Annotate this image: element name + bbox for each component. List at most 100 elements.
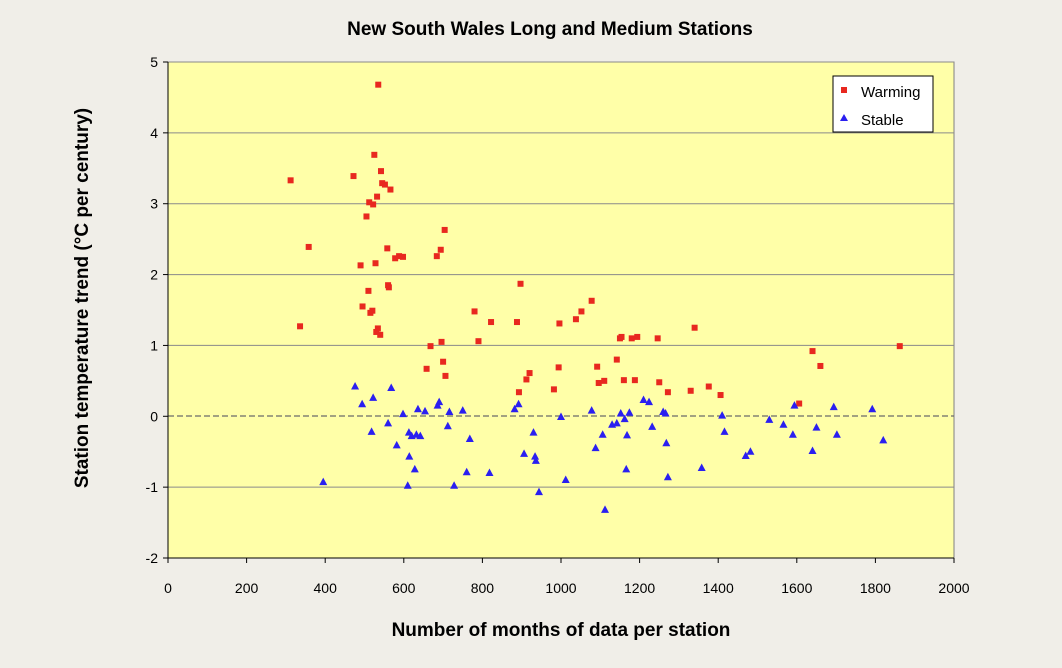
x-tick-label: 400: [314, 580, 338, 596]
warming-point: [440, 358, 447, 365]
stable-point: [369, 393, 378, 401]
stable-point: [520, 449, 529, 457]
stable-point: [358, 399, 367, 408]
y-axis-title: Station temperature trend (°C per centur…: [72, 108, 93, 488]
stable-point: [620, 414, 629, 423]
warming-point: [578, 308, 585, 315]
stable-point: [718, 411, 727, 419]
warming-point: [588, 297, 595, 304]
stable-point: [622, 464, 631, 473]
stable-point: [648, 422, 657, 430]
warming-point: [517, 280, 524, 287]
warming-point: [392, 255, 399, 262]
warming-point: [372, 260, 379, 267]
warming-point: [378, 168, 385, 175]
warming-point: [523, 376, 530, 383]
stable-point: [531, 456, 540, 464]
y-tick-label: -1: [146, 479, 159, 495]
data-points: [287, 81, 903, 513]
stable-point: [625, 408, 634, 416]
stable-point: [403, 481, 412, 489]
stable-point: [399, 409, 408, 418]
stable-point: [392, 440, 401, 449]
x-tick-label: 0: [164, 580, 172, 596]
stable-point: [612, 418, 621, 427]
warming-point: [796, 400, 803, 407]
warming-point: [613, 356, 620, 363]
stable-point: [561, 475, 570, 484]
stable-point: [808, 446, 817, 455]
stable-point: [450, 481, 459, 489]
warming-point: [369, 307, 376, 314]
stable-point: [410, 464, 419, 473]
warming-point: [601, 377, 608, 384]
stable-point: [765, 415, 774, 423]
stable-point: [557, 412, 565, 420]
stable-point: [485, 468, 494, 476]
warming-point: [656, 379, 663, 386]
warming-point: [488, 319, 495, 326]
warming-point: [357, 262, 364, 269]
warming-point: [550, 386, 557, 393]
warming-point: [620, 377, 627, 384]
warming-point: [556, 320, 563, 327]
y-tick-label: 4: [150, 125, 158, 141]
stable-point: [443, 421, 452, 430]
x-tick-label: 1000: [545, 580, 576, 596]
warming-point: [471, 308, 478, 315]
warming-point: [374, 193, 381, 200]
stable-point: [405, 452, 414, 460]
stable-point: [829, 402, 838, 411]
stable-point: [367, 427, 376, 435]
stable-point: [598, 430, 607, 438]
legend-label-stable: Stable: [861, 112, 904, 129]
x-tick-label: 600: [392, 580, 416, 596]
stable-point: [663, 472, 672, 481]
warming-point: [350, 173, 357, 180]
y-tick-label: 3: [150, 196, 158, 212]
y-tick-labels: -2 -1 0 1 2 3 4 5: [146, 54, 159, 566]
stable-point: [645, 397, 654, 406]
warming-point: [628, 335, 635, 342]
warming-point: [475, 338, 482, 345]
warming-point: [305, 243, 312, 250]
stable-point: [779, 420, 788, 428]
y-tick-label: 5: [150, 54, 158, 70]
warming-point: [400, 253, 407, 260]
stable-point: [639, 395, 648, 403]
stable-point: [387, 383, 396, 391]
warming-point: [287, 177, 294, 184]
stable-point: [416, 431, 425, 440]
warming-point: [373, 328, 380, 335]
stable-point: [788, 430, 797, 438]
warming-point: [437, 246, 444, 253]
warming-point: [717, 392, 724, 399]
stable-point: [435, 397, 444, 406]
stable-point: [720, 427, 729, 435]
legend-marker-stable: [840, 114, 848, 121]
stable-point: [462, 467, 471, 476]
warming-point: [515, 389, 522, 396]
stable-point: [510, 404, 519, 413]
warming-point: [385, 284, 392, 291]
stable-point: [601, 505, 610, 513]
stable-point: [790, 401, 799, 409]
legend-label-warming: Warming: [861, 84, 920, 101]
stable-point: [662, 438, 671, 447]
stable-point: [661, 408, 670, 417]
x-tick-label: 200: [235, 580, 259, 596]
warming-point: [374, 325, 381, 332]
warming-point: [365, 287, 372, 294]
warming-point: [896, 343, 903, 350]
warming-point: [664, 389, 671, 396]
stable-point: [421, 406, 430, 415]
warming-point: [297, 323, 304, 330]
stable-point: [534, 487, 543, 496]
warming-point: [618, 333, 625, 340]
warming-point: [370, 201, 377, 208]
warming-point: [427, 343, 434, 350]
warming-point: [691, 324, 698, 331]
stable-point: [832, 430, 841, 438]
stable-point: [697, 463, 706, 472]
